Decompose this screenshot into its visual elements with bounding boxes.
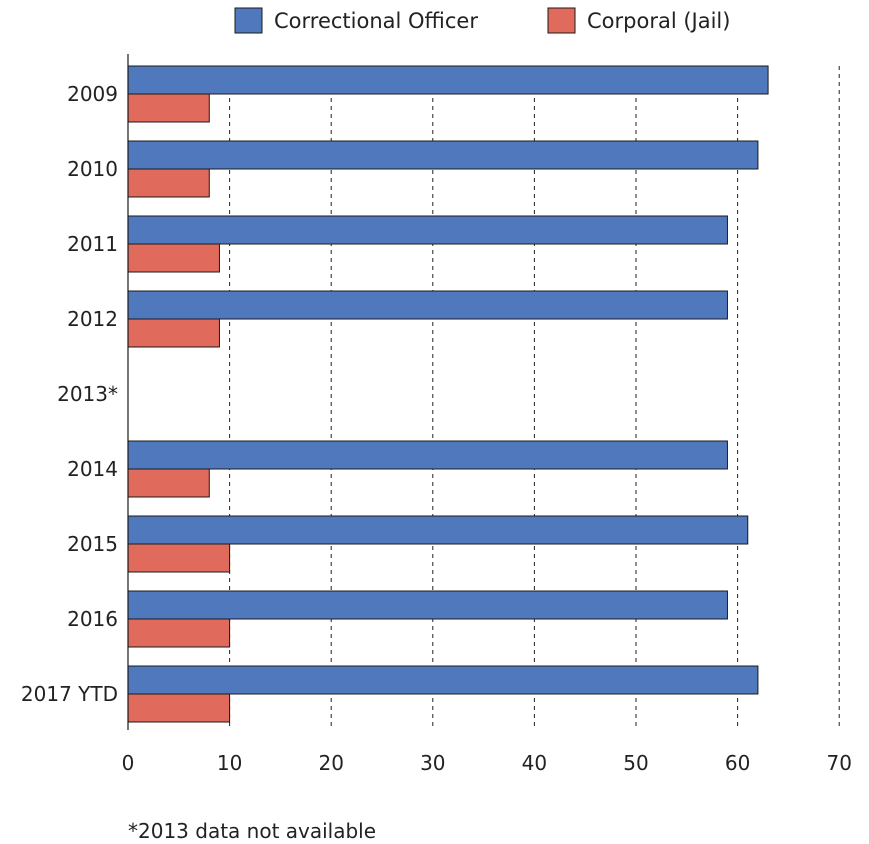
bar-corporal-7 xyxy=(127,618,231,648)
bar-officer-2 xyxy=(127,215,728,245)
x-tick-label-60: 60 xyxy=(725,751,750,775)
category-label: 2009 xyxy=(67,82,118,106)
bar-officer-5 xyxy=(127,440,728,470)
category-label: 2011 xyxy=(67,232,118,256)
bar-corporal-8 xyxy=(127,693,231,723)
x-tick-label-70: 70 xyxy=(826,751,851,775)
x-tick-label-0: 0 xyxy=(122,751,135,775)
bar-corporal-6 xyxy=(127,543,231,573)
bar-corporal-5 xyxy=(127,468,210,498)
bars xyxy=(127,65,769,723)
x-tick-label-10: 10 xyxy=(217,751,242,775)
x-tick-label-50: 50 xyxy=(623,751,648,775)
legend-label-corporal: Corporal (Jail) xyxy=(587,9,730,33)
x-tick-label-20: 20 xyxy=(318,751,343,775)
legend-swatch-corporal xyxy=(547,7,576,34)
category-label: 2012 xyxy=(67,307,118,331)
x-tick-label-30: 30 xyxy=(420,751,445,775)
bar-officer-1 xyxy=(127,140,759,170)
bar-officer-8 xyxy=(127,665,759,695)
x-tick-labels: 0 10 20 30 40 50 60 70 xyxy=(122,751,852,775)
footnote: *2013 data not available xyxy=(128,819,376,843)
x-tick-label-40: 40 xyxy=(522,751,547,775)
bar-corporal-1 xyxy=(127,168,210,198)
bar-corporal-3 xyxy=(127,318,220,348)
category-label: 2013* xyxy=(57,382,118,406)
bar-corporal-0 xyxy=(127,93,210,123)
bar-officer-6 xyxy=(127,515,749,545)
legend-label-officer: Correctional Officer xyxy=(274,9,478,33)
category-label: 2016 xyxy=(67,607,118,631)
bar-officer-7 xyxy=(127,590,728,620)
category-label: 2015 xyxy=(67,532,118,556)
bar-officer-0 xyxy=(127,65,769,95)
category-labels: 2009 2010 2011 2012 2013* 2014 2015 2016 2017 YT… xyxy=(21,82,118,706)
legend: Correctional Officer Corporal (Jail) xyxy=(234,7,730,34)
category-label: 2014 xyxy=(67,457,118,481)
legend-swatch-officer xyxy=(234,7,263,34)
category-label: 2010 xyxy=(67,157,118,181)
bar-officer-3 xyxy=(127,290,728,320)
category-label: 2017 YTD xyxy=(21,682,118,706)
bar-corporal-2 xyxy=(127,243,220,273)
